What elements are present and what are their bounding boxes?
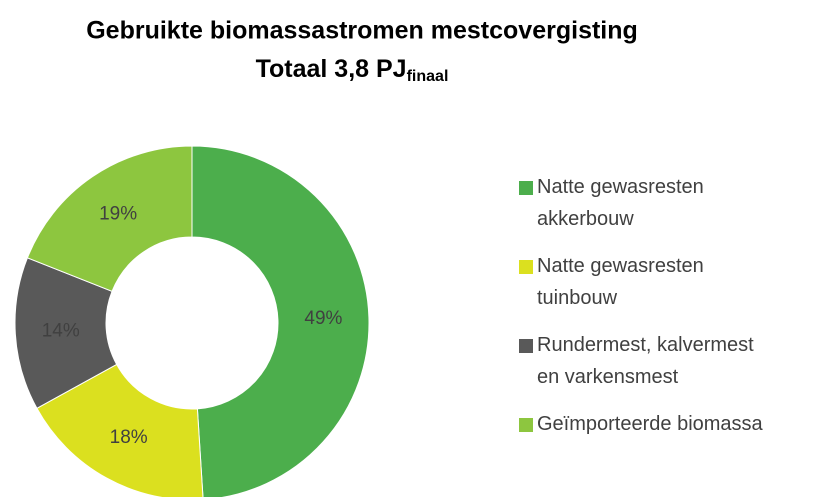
subtitle-subscript: finaal [407, 68, 449, 85]
data-label: 49% [304, 308, 342, 329]
data-label: 18% [110, 427, 148, 448]
legend-label: Natte gewasresten akkerbouw [537, 176, 704, 230]
legend-swatch [519, 260, 533, 274]
data-label: 19% [99, 203, 137, 224]
donut-slice [14, 257, 118, 409]
donut-slice [26, 145, 193, 292]
legend-swatch [519, 339, 533, 353]
donut-slice [191, 145, 370, 497]
legend-label: Rundermest, kalvermest en varkensmest [537, 334, 754, 388]
legend-swatch [519, 181, 533, 195]
legend-swatch [519, 418, 533, 432]
legend-label: Geïmporteerde biomassa [537, 413, 764, 435]
donut-slice [36, 363, 204, 497]
subtitle-main: Totaal 3,8 PJ [256, 55, 407, 83]
legend-label: Natte gewasresten tuinbouw [537, 255, 704, 309]
chart-subtitle: Totaal 3,8 PJfinaal [256, 55, 449, 86]
chart-title: Gebruikte biomassastromen mestcovergisti… [86, 17, 638, 45]
data-label: 14% [42, 320, 80, 341]
